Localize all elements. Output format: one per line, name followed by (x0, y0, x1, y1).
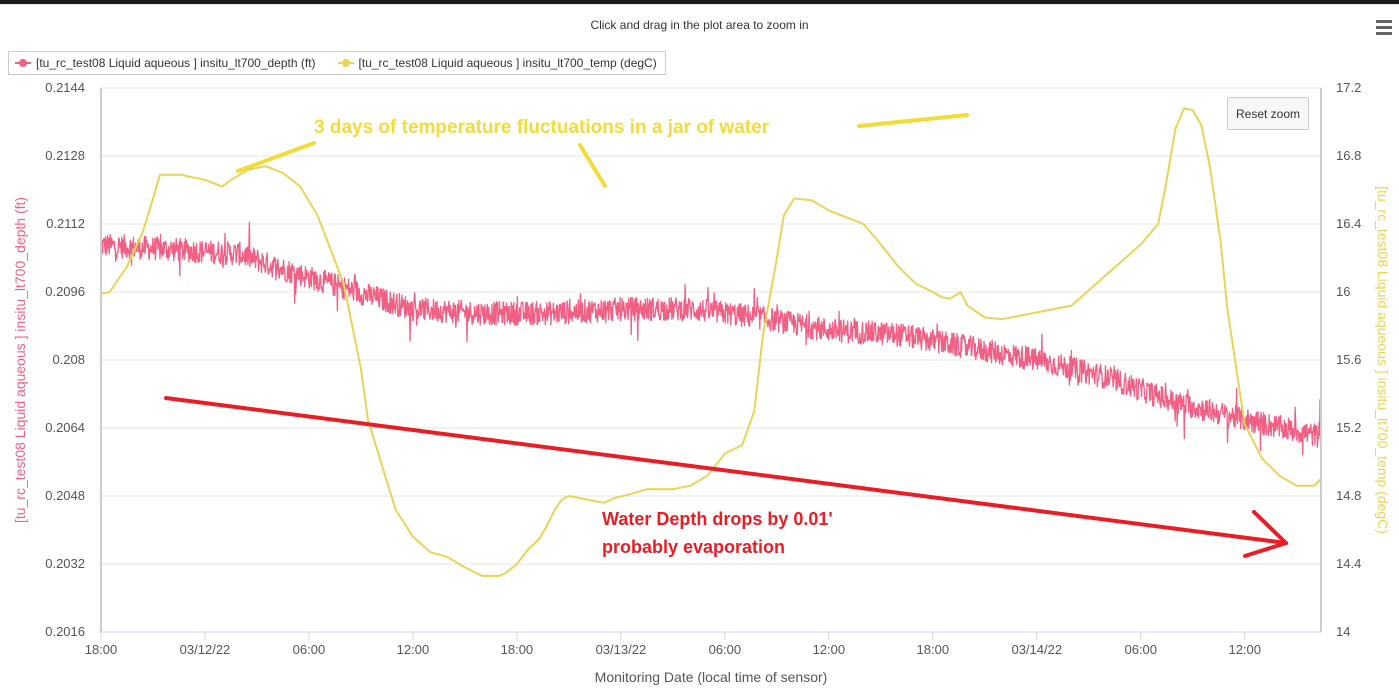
annotation-temp-text: 3 days of temperature fluctuations in a … (314, 117, 770, 138)
annotations: 3 days of temperature fluctuations in a … (164, 113, 1288, 558)
annotation-depth-text-line1: Water Depth drops by 0.01' (602, 509, 833, 529)
y-right-tick-label: 17.2 (1336, 80, 1361, 95)
y-left-tick-label: 0.2016 (45, 624, 85, 639)
temp-series (100, 107, 1322, 577)
x-tick-label: 18:00 (917, 642, 950, 657)
x-tick-label: 06:00 (293, 642, 326, 657)
menu-bar (1376, 26, 1392, 29)
y-left-tick-label: 0.2048 (45, 488, 85, 503)
menu-bar (1376, 32, 1392, 35)
temp-series-line[interactable] (100, 107, 1322, 577)
x-tick-label: 12:00 (1228, 642, 1261, 657)
y-right-tick-label: 16.8 (1336, 148, 1361, 163)
annotation-yellow-stroke (857, 113, 969, 128)
x-tick-label: 18:00 (85, 642, 118, 657)
y-right-tick-label: 15.2 (1336, 420, 1361, 435)
y-right-axis-title: [tu_rc_test08 Liquid aqueous ] insitu_lt… (1375, 186, 1391, 534)
reset-zoom-button[interactable]: Reset zoom (1227, 97, 1309, 130)
x-tick-label: 12:00 (397, 642, 430, 657)
annotation-red-arrow-shaft (164, 396, 1288, 545)
chart-legend: [tu_rc_test08 Liquid aqueous ] insitu_lt… (8, 51, 666, 75)
x-tick-label: 06:00 (1124, 642, 1157, 657)
y-right-tick-label: 14.8 (1336, 488, 1361, 503)
annotation-red-arrow-head (1243, 510, 1288, 558)
annotation-depth-text-line2: probably evaporation (602, 537, 785, 557)
legend-depth-marker-icon (15, 58, 31, 68)
y-left-tick-label: 0.2064 (45, 420, 85, 435)
depth-series-line[interactable] (100, 221, 1322, 456)
x-tick-label: 18:00 (501, 642, 534, 657)
y-right-tick-label: 16.4 (1336, 216, 1361, 231)
x-tick-label: 12:00 (813, 642, 846, 657)
legend-depth-label: [tu_rc_test08 Liquid aqueous ] insitu_lt… (36, 56, 316, 70)
annotation-yellow-stroke (236, 141, 316, 173)
y-left-tick-label: 0.208 (52, 352, 85, 367)
axes: 0.2016 0.2032 0.2048 0.2064 0.208 0.2096 0.211… (12, 80, 1391, 685)
hamburger-menu-icon[interactable] (1376, 20, 1392, 36)
y-right-tick-label: 14.4 (1336, 556, 1361, 571)
y-left-tick-label: 0.2128 (45, 148, 85, 163)
y-right-tick-label: 15.6 (1336, 352, 1361, 367)
legend-item-temp[interactable]: [tu_rc_test08 Liquid aqueous ] insitu_lt… (337, 56, 657, 70)
y-left-tick-label: 0.2112 (46, 216, 85, 231)
window-top-border (0, 0, 1399, 4)
legend-temp-marker-icon (337, 58, 354, 68)
x-tick-label: 03/12/22 (180, 642, 231, 657)
y-right-tick-label: 14 (1336, 624, 1350, 639)
legend-temp-label: [tu_rc_test08 Liquid aqueous ] insitu_lt… (358, 56, 657, 70)
y-left-tick-label: 0.2032 (45, 556, 85, 571)
x-tick-label: 03/14/22 (1011, 642, 1062, 657)
x-tick-label: 03/13/22 (596, 642, 647, 657)
x-axis-title: Monitoring Date (local time of sensor) (595, 669, 828, 685)
depth-series (100, 221, 1322, 456)
menu-bar (1376, 20, 1392, 23)
y-left-tick-label: 0.2144 (45, 80, 85, 95)
zoom-hint: Click and drag in the plot area to zoom … (590, 18, 809, 32)
annotation-yellow-stroke (578, 143, 607, 188)
y-left-tick-label: 0.2096 (45, 284, 85, 299)
y-left-axis-title: [tu_rc_test08 Liquid aqueous ] insitu_lt… (12, 197, 28, 523)
legend-item-depth[interactable]: [tu_rc_test08 Liquid aqueous ] insitu_lt… (15, 56, 316, 70)
y-right-tick-label: 16 (1336, 284, 1350, 299)
top-divider (0, 4, 1399, 5)
x-tick-label: 06:00 (709, 642, 742, 657)
